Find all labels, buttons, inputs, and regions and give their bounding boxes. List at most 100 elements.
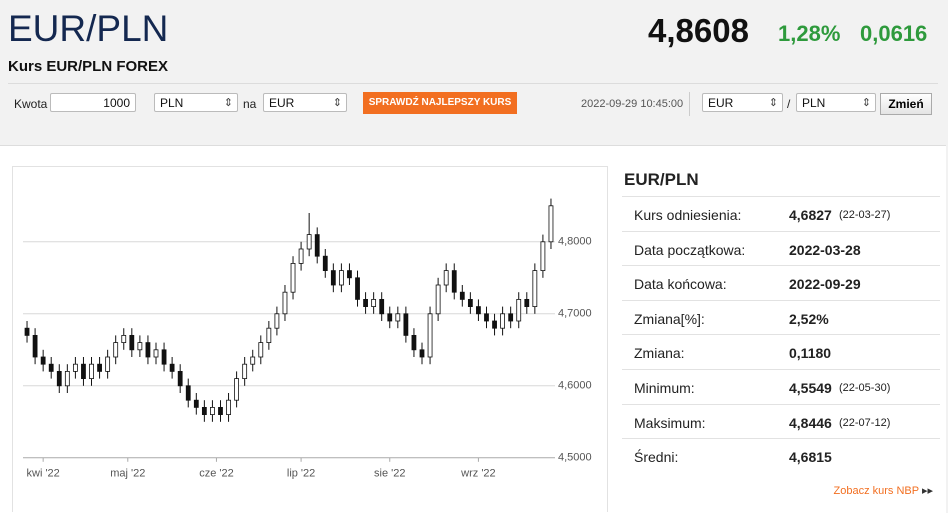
candle-body — [411, 334, 417, 351]
stats-value: 2022-03-28 — [789, 241, 861, 258]
candle-body — [81, 363, 86, 379]
x-tick-label: sie '22 — [374, 468, 405, 480]
stats-date: (22-05-30) — [839, 382, 891, 394]
stats-value: 4,6815 — [789, 449, 832, 466]
candle-body — [218, 406, 223, 415]
candle-body — [443, 270, 449, 286]
candle-body — [201, 406, 207, 415]
y-tick-label: 4,7000 — [558, 308, 592, 320]
y-tick-label: 4,8000 — [558, 236, 592, 248]
stats-value: 4,6827 — [789, 207, 832, 223]
candle-body — [145, 342, 151, 358]
change-pct: 1,28% — [778, 21, 841, 46]
candle-body — [153, 349, 159, 358]
candle-body — [532, 270, 538, 307]
candle-body — [459, 291, 465, 300]
stats-title: EUR/PLN — [624, 170, 699, 189]
candle-body — [435, 284, 441, 315]
candle-body — [274, 313, 280, 329]
candle-body — [371, 298, 377, 307]
candle-body — [548, 205, 554, 243]
stats-label: Kurs odniesienia: — [634, 207, 742, 223]
candle-body — [185, 385, 191, 401]
candle-body — [387, 313, 393, 322]
x-tick-label: lip '22 — [287, 468, 315, 480]
stats-value: 0,1180 — [789, 345, 832, 362]
candle-body — [258, 342, 264, 358]
x-tick-label: kwi '22 — [27, 468, 60, 480]
stats-label: Data początkowa: — [634, 241, 746, 258]
stats-date: (22-07-12) — [839, 416, 891, 429]
candle-body — [72, 363, 78, 372]
candle-body — [338, 270, 344, 286]
candle-body — [492, 320, 497, 329]
separator — [8, 83, 938, 84]
stats-label: Zmiana[%]: — [634, 310, 705, 327]
swap-button[interactable]: Zmień — [880, 93, 932, 115]
candle-body — [250, 356, 256, 365]
stats-label: Zmiana: — [634, 345, 685, 362]
x-tick-label: wrz '22 — [460, 468, 496, 480]
candle-body — [451, 270, 457, 293]
divider — [689, 92, 690, 116]
candle-body — [121, 334, 127, 343]
pair-from-select[interactable]: EUR — [702, 93, 783, 113]
to-select[interactable]: EUR — [263, 93, 347, 113]
candle-body — [330, 270, 336, 286]
stats-value: 4,5549 — [789, 380, 832, 396]
candle-body — [56, 370, 62, 387]
from-select[interactable]: PLN — [154, 93, 238, 113]
candle-body — [508, 313, 514, 322]
candle-body — [516, 298, 522, 322]
stats-label: Minimum: — [634, 380, 695, 396]
nbp-link[interactable]: Zobacz kurs NBP — [834, 484, 934, 497]
stats-row: Data końcowa: 2022-09-29 — [622, 265, 940, 300]
subtitle: Kurs EUR/PLN FOREX — [8, 58, 169, 75]
candle-body — [306, 234, 312, 250]
candle-body — [282, 291, 288, 315]
content-panel — [0, 145, 946, 513]
candle-body — [314, 234, 320, 257]
y-tick-label: 4,6000 — [558, 380, 592, 392]
x-tick-label: maj '22 — [110, 468, 145, 480]
candle-body — [105, 356, 111, 372]
chart: 4,5000 4,6000 4,7000 4,8000 kwi '22 maj '22 cz… — [23, 198, 592, 480]
candle-body — [476, 306, 481, 315]
best-rate-button[interactable]: SPRAWDŹ NAJLEPSZY KURS — [363, 92, 517, 114]
candle-body — [97, 363, 102, 372]
candle-body — [322, 255, 328, 271]
candle-body — [137, 342, 143, 351]
stats-label: Maksimum: — [634, 414, 706, 431]
candle-body — [363, 298, 368, 307]
candle-body — [169, 363, 175, 372]
candle-body — [161, 349, 167, 365]
candle-body — [467, 298, 473, 307]
candle-body — [89, 363, 94, 379]
candle-body — [210, 406, 215, 415]
x-tick-label: cze '22 — [199, 468, 234, 480]
rate: 4,8608 — [648, 12, 749, 49]
candle-body — [484, 313, 489, 322]
candle-body — [379, 298, 385, 315]
pair-to-select[interactable]: PLN — [796, 93, 876, 113]
candle-body — [24, 327, 30, 336]
candle-body — [193, 399, 199, 408]
change-abs: 0,0616 — [860, 21, 928, 46]
candle-body — [48, 363, 54, 372]
candle-body — [347, 270, 352, 279]
candle-body — [540, 241, 546, 272]
stats-value: 4,8446 — [789, 414, 832, 431]
pair-separator: / — [787, 97, 791, 111]
pair-title: EUR/PLN — [8, 8, 169, 49]
candle-body — [298, 248, 304, 264]
candle-body — [242, 363, 248, 379]
candle-body — [32, 334, 38, 358]
amount-input[interactable]: 1000 — [50, 93, 136, 112]
stats-row: Zmiana[%]: 2,52% — [622, 299, 940, 335]
candle-body — [129, 334, 135, 351]
candle-body — [234, 378, 240, 401]
stats-row: Kurs odniesienia: 4,6827 (22-03-27) — [622, 196, 940, 231]
stats-value: 2022-09-29 — [789, 276, 861, 293]
candle-body — [355, 277, 360, 300]
